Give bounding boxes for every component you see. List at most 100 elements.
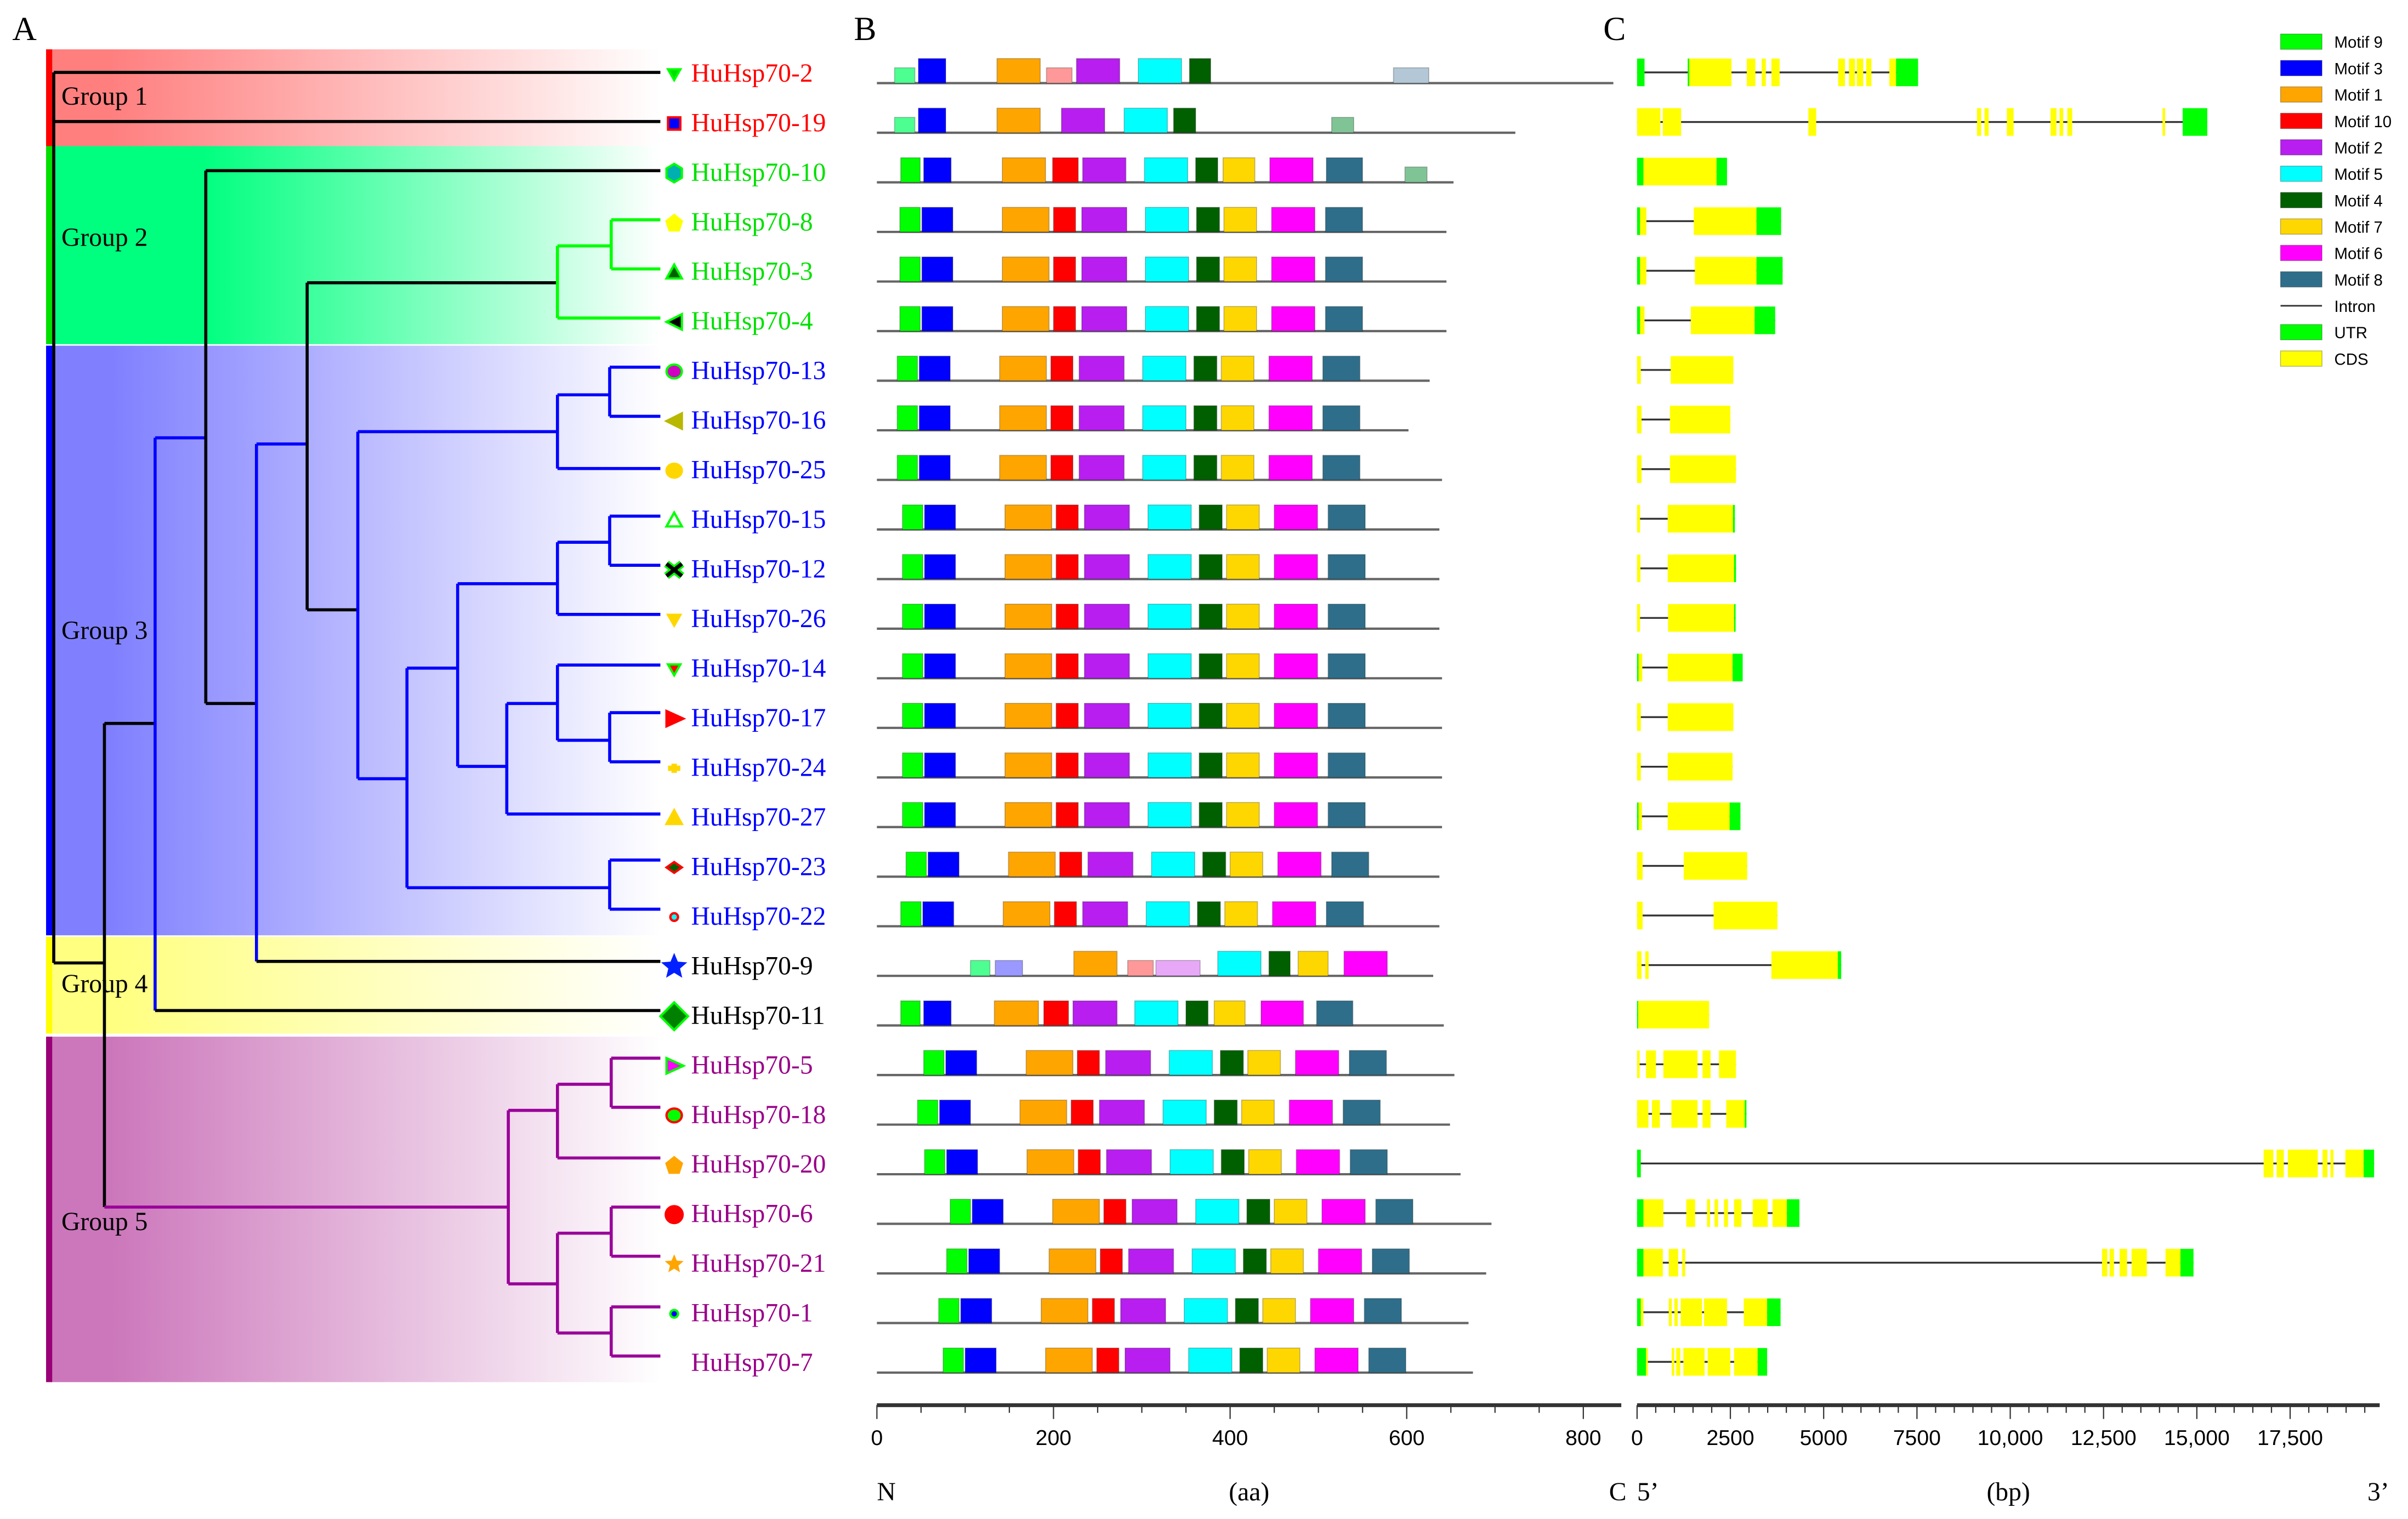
legend-swatch <box>2280 33 2322 50</box>
gene-label: HuHsp70-12 <box>691 555 826 584</box>
legend-swatch <box>2280 192 2322 208</box>
gene-row: HuHsp70-16 <box>663 405 1731 435</box>
utr-block <box>1637 58 1645 87</box>
marker-icon <box>663 411 683 431</box>
marker-icon <box>665 510 684 528</box>
tree-branch <box>254 442 308 962</box>
motif-1 <box>1004 653 1053 679</box>
motif-6 <box>1272 901 1316 927</box>
cds-block <box>1667 505 1733 533</box>
cds-block <box>1771 951 1838 979</box>
tree-branch <box>104 1056 661 1358</box>
motif-2 <box>1084 604 1130 629</box>
legend-swatch <box>2280 139 2322 156</box>
utr-block <box>1637 157 1644 186</box>
cds-block <box>1638 802 1642 830</box>
gene-row: HuHsp70-6 <box>665 1198 1799 1228</box>
motif-7 <box>1267 1347 1300 1373</box>
gene-label: HuHsp70-26 <box>691 605 826 633</box>
motif-10 <box>1043 1000 1069 1026</box>
gene-row: HuHsp70-3 <box>665 256 1783 286</box>
group-label: Group 1 <box>61 82 147 111</box>
cds-block <box>1637 703 1641 731</box>
axis_protein-tick-label: 400 <box>1212 1426 1248 1450</box>
marker-icon <box>665 162 683 184</box>
motif-9 <box>899 256 921 282</box>
motif-1 <box>1026 1149 1075 1175</box>
motif-4 <box>1220 1149 1245 1175</box>
motif-3 <box>918 107 946 133</box>
cds-block <box>1734 1348 1758 1376</box>
gene-row: HuHsp70-22 <box>669 901 1777 931</box>
cds-block <box>1690 306 1755 334</box>
utr-block <box>2182 108 2207 136</box>
utr-block <box>2364 1150 2375 1177</box>
motif-3 <box>972 1198 1004 1225</box>
phylogenetic-tree <box>52 71 661 1358</box>
motif-9 <box>900 901 922 927</box>
motif-6 <box>1343 951 1388 977</box>
gene-row: HuHsp70-21 <box>665 1248 2194 1278</box>
cds-block <box>1671 356 1734 384</box>
motif-5 <box>1151 851 1196 878</box>
motif-8 <box>1316 1000 1354 1026</box>
motif-8 <box>1327 802 1366 828</box>
tree-branch <box>204 169 661 706</box>
group-label: Group 5 <box>61 1208 147 1236</box>
motif-1 <box>1002 157 1046 183</box>
legend-label: Motif 9 <box>2335 33 2383 52</box>
cds-block <box>2165 1249 2180 1277</box>
motif-7 <box>1224 901 1258 927</box>
legend-swatch <box>2280 60 2322 76</box>
cds-block <box>1637 852 1643 880</box>
motif-9 <box>902 653 923 679</box>
utr-block <box>1637 1150 1641 1177</box>
motif-10 <box>1070 1099 1094 1125</box>
motif-4 <box>1220 1050 1244 1076</box>
cds-block <box>1640 207 1646 235</box>
legend-item: UTR <box>2280 324 2367 342</box>
motif-7 <box>1226 802 1260 828</box>
motif-4 <box>1196 256 1220 282</box>
motif-1 <box>1052 1198 1100 1225</box>
gene-rows: HuHsp70-2 HuHsp70-19 HuHsp70-10 HuHsp70-8 Hu… <box>658 58 2375 1377</box>
marker-icon <box>665 462 683 479</box>
group-label: Group 3 <box>61 617 147 645</box>
motif-6 <box>1271 306 1316 332</box>
motif-7 <box>1226 604 1260 629</box>
utr-block <box>1733 653 1743 681</box>
motif-8 <box>1322 454 1361 481</box>
motif-4 <box>1235 1298 1259 1324</box>
motif-5 <box>1134 1000 1179 1026</box>
motif-7 <box>1248 1149 1282 1175</box>
utr-block <box>1729 802 1741 830</box>
motif-6 <box>1274 752 1318 778</box>
utr-block <box>1787 1199 1799 1227</box>
motif-7 <box>1226 752 1260 778</box>
motif-9 <box>902 752 923 778</box>
cds-block <box>2330 1150 2333 1177</box>
utr-block <box>1733 505 1735 533</box>
axis_gene-tick-label: 7500 <box>1893 1426 1941 1450</box>
motif-2 <box>1120 1298 1166 1324</box>
motif-2 <box>1087 851 1134 878</box>
motif-9 <box>899 207 921 232</box>
motif-2 <box>1084 752 1130 778</box>
cds-block <box>1726 1100 1745 1128</box>
motif-5 <box>1142 405 1186 431</box>
motif-8 <box>1326 157 1364 183</box>
marker-icon <box>666 68 683 83</box>
cds-block <box>2051 108 2057 136</box>
motif-2 <box>1076 58 1121 84</box>
axis_protein-unit-label: (aa) <box>1229 1478 1269 1506</box>
motif-6 <box>1274 504 1318 530</box>
motif-5 <box>1147 604 1192 629</box>
motif-5 <box>1147 802 1192 828</box>
motif-2 <box>1106 1149 1152 1175</box>
motif-4 <box>1193 405 1218 431</box>
legend-item: Motif 7 <box>2280 218 2383 236</box>
motif-2 <box>1084 554 1130 580</box>
marker-icon <box>665 807 684 826</box>
group-bar <box>46 937 53 1034</box>
